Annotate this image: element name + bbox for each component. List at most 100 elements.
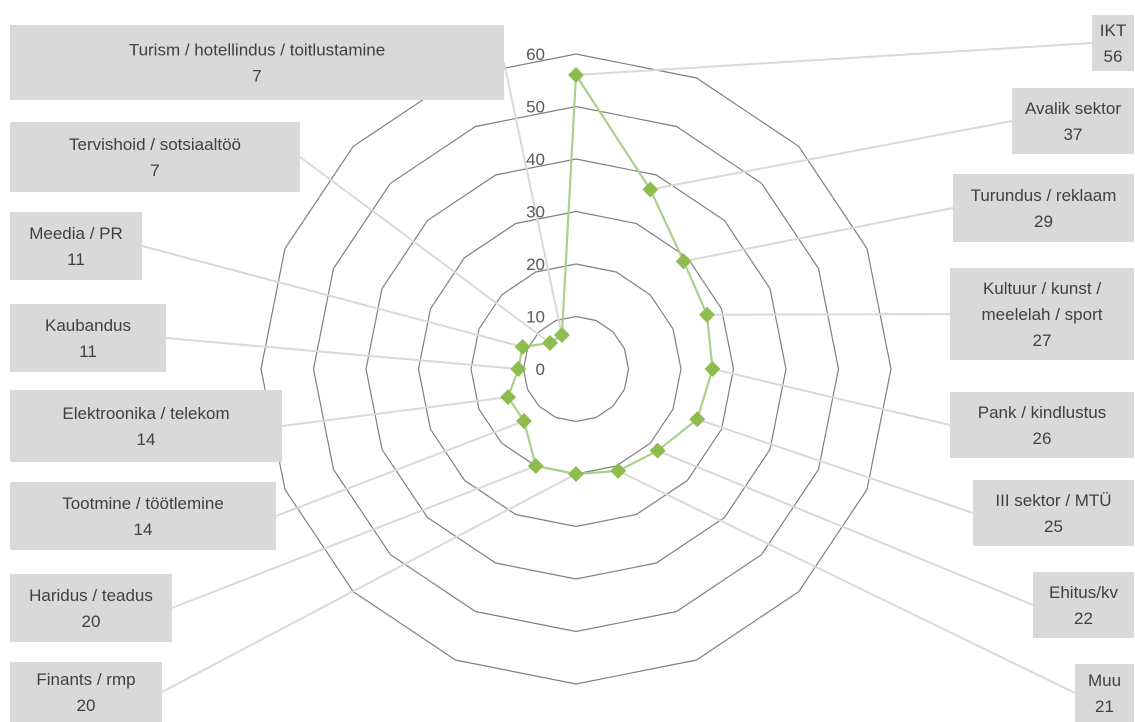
leader-line — [650, 120, 1013, 191]
callout-4: Kultuur / kunst / meelelah / sport 27 — [950, 268, 1134, 360]
grid-ring-50 — [312, 105, 840, 633]
callout-box — [1075, 664, 1134, 722]
grid-ring-40 — [365, 158, 787, 580]
grid-ring-10 — [522, 315, 630, 423]
callout-box — [10, 662, 162, 722]
data-label-value: 20 — [82, 612, 101, 631]
data-point — [527, 458, 544, 475]
data-point — [553, 327, 570, 344]
data-label-value: 11 — [79, 342, 97, 361]
callout-8: Muu 21 — [1075, 664, 1134, 722]
tick-label: 40 — [526, 150, 545, 169]
category-label: Finants / rmp — [36, 670, 135, 689]
callout-box — [10, 122, 300, 192]
data-label-value: 27 — [1033, 331, 1052, 350]
tick-label: 50 — [526, 98, 545, 117]
tick-label: 60 — [526, 45, 545, 64]
category-label: Haridus / teadus — [29, 586, 153, 605]
tick-label: 10 — [526, 308, 545, 327]
callout-6: III sektor / MTÜ 25 — [973, 480, 1134, 546]
data-point — [642, 181, 659, 198]
leader-line — [696, 418, 974, 514]
data-label-value: 7 — [252, 67, 261, 86]
category-label: Muu — [1088, 671, 1121, 690]
data-label-value: 56 — [1104, 47, 1123, 66]
grid-ring-60 — [260, 53, 892, 685]
callout-7: Ehitus/kv 22 — [1033, 572, 1134, 638]
callout-box — [10, 482, 276, 550]
data-label-value: 37 — [1064, 125, 1083, 144]
data-point — [516, 412, 533, 429]
callout-box — [10, 304, 166, 372]
category-label: Ehitus/kv — [1049, 583, 1118, 602]
category-label: Kaubandus — [45, 316, 131, 335]
data-label-value: 29 — [1034, 212, 1053, 231]
leader-line — [165, 337, 519, 370]
data-point — [704, 361, 721, 377]
callout-9: Finants / rmp 20 — [10, 662, 162, 722]
data-point — [510, 361, 527, 377]
callout-15: Tervishoid / sotsiaaltöö 7 — [10, 122, 300, 192]
radar-series — [500, 67, 721, 482]
category-label: IKT — [1100, 21, 1126, 40]
callout-box — [10, 25, 504, 100]
callout-box — [10, 212, 142, 280]
callout-box — [1012, 88, 1134, 154]
category-label: Avalik sektor — [1025, 99, 1121, 118]
leader-line — [706, 313, 951, 316]
leader-line — [171, 465, 537, 609]
category-label: III sektor / MTÜ — [995, 491, 1111, 510]
leader-line — [617, 470, 1076, 694]
callout-11: Tootmine / töötlemine 14 — [10, 482, 276, 550]
data-point — [514, 338, 531, 355]
callout-box — [10, 390, 282, 462]
callout-5: Pank / kindlustus 26 — [950, 392, 1134, 458]
category-label: Turism / hotellindus / toitlustamine — [129, 41, 385, 60]
data-point — [500, 389, 517, 406]
leader-line — [275, 420, 525, 517]
data-point — [610, 462, 627, 479]
data-point — [568, 67, 584, 83]
callout-1: IKT 56 — [1092, 15, 1134, 71]
callout-box — [10, 574, 172, 642]
callout-box — [973, 480, 1134, 546]
data-point — [689, 411, 706, 428]
tick-label: 0 — [536, 360, 545, 379]
data-label-value: 26 — [1033, 429, 1052, 448]
leader-line — [299, 156, 551, 344]
leader-line — [161, 473, 577, 693]
leader-line — [712, 368, 951, 426]
callout-box — [1033, 572, 1134, 638]
category-label: Meedia / PR — [29, 224, 123, 243]
leader-line — [503, 62, 563, 336]
category-label: Tervishoid / sotsiaaltöö — [69, 135, 241, 154]
data-label-value: 20 — [77, 696, 96, 715]
data-point — [542, 335, 559, 352]
data-point — [675, 253, 692, 270]
data-label-value: 11 — [67, 250, 85, 269]
data-label-value: 7 — [150, 161, 159, 180]
leader-line — [657, 449, 1034, 606]
callout-13: Kaubandus 11 — [10, 304, 166, 372]
callout-16: Turism / hotellindus / toitlustamine 7 — [10, 25, 504, 100]
grid-ring-20 — [470, 263, 682, 475]
callout-2: Avalik sektor 37 — [1012, 88, 1134, 154]
callout-leaders — [141, 42, 1093, 694]
callout-12: Elektroonika / telekom 14 — [10, 390, 282, 462]
data-label-value: 14 — [137, 430, 156, 449]
data-label-value: 14 — [134, 520, 153, 539]
callout-box — [1092, 15, 1134, 71]
series-line — [506, 71, 714, 476]
data-point — [698, 306, 715, 323]
leader-line — [683, 207, 954, 263]
leader-line — [141, 245, 523, 348]
callout-box — [950, 268, 1134, 360]
category-label: Kultuur / kunst / — [983, 279, 1101, 298]
callout-14: Meedia / PR 11 — [10, 212, 142, 280]
callout-3: Turundus / reklaam 29 — [953, 174, 1134, 242]
radar-grid — [260, 53, 892, 685]
callout-10: Haridus / teadus 20 — [10, 574, 172, 642]
tick-label: 30 — [526, 203, 545, 222]
leader-line — [575, 42, 1093, 76]
